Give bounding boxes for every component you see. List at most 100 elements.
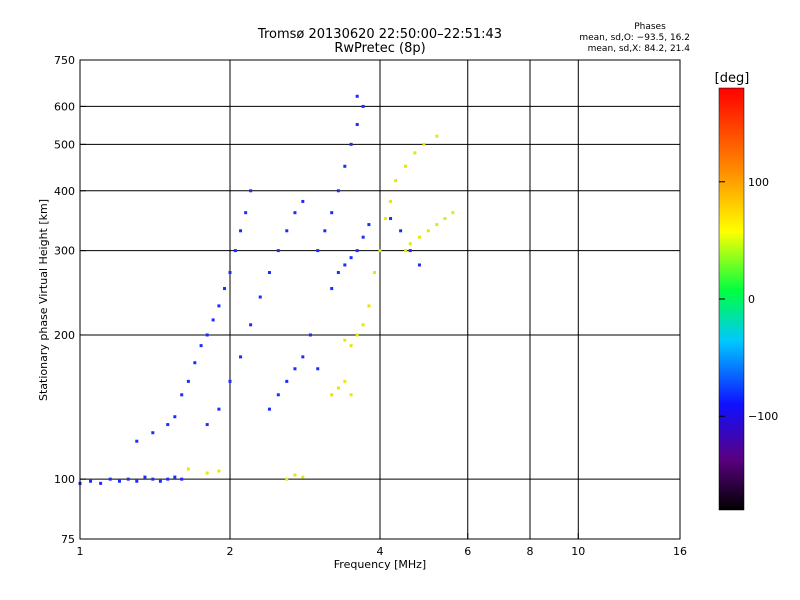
x-axis-label: Frequency [MHz]: [334, 558, 426, 571]
data-point-o: [228, 271, 232, 275]
chart-title-line1: Tromsø 20130620 22:50:00–22:51:43: [257, 27, 503, 42]
stats-title: Phases: [634, 22, 666, 32]
data-point-o: [249, 189, 253, 193]
data-point-o: [343, 164, 347, 168]
stats-line-o: mean, sd,O: −93.5, 16.2: [579, 33, 690, 43]
data-point-o: [108, 477, 112, 481]
data-point-x: [451, 211, 455, 215]
data-point-x: [367, 304, 371, 308]
data-point-x: [394, 179, 398, 183]
data-point-x: [293, 473, 297, 477]
data-point-o: [173, 415, 177, 419]
x-tick-label: 6: [464, 545, 471, 558]
data-point-x: [336, 386, 340, 390]
data-point-x: [217, 469, 221, 473]
data-point-o: [355, 249, 359, 253]
data-point-o: [408, 249, 412, 253]
data-points: [78, 94, 455, 485]
x-tick-label: 16: [673, 545, 687, 558]
data-point-x: [361, 323, 365, 327]
data-point-x: [186, 467, 190, 471]
data-point-o: [323, 229, 327, 233]
data-point-o: [211, 318, 215, 322]
data-point-o: [233, 249, 237, 253]
data-point-o: [267, 407, 271, 411]
data-point-o: [316, 367, 320, 371]
data-point-o: [301, 199, 305, 203]
data-point-o: [367, 223, 371, 227]
chart-title-line2: RwPretec (8p): [334, 41, 426, 56]
data-point-o: [180, 393, 184, 397]
data-point-o: [361, 235, 365, 239]
data-point-o: [143, 475, 147, 479]
data-point-x: [435, 134, 439, 138]
data-point-o: [89, 479, 93, 483]
data-point-o: [316, 249, 320, 253]
data-point-o: [336, 271, 340, 275]
x-axis: 1 2 4 6 8 10 16: [77, 533, 687, 558]
data-point-x: [343, 379, 347, 383]
data-point-x: [435, 223, 439, 227]
data-point-o: [117, 479, 121, 483]
y-axis-label: Stationary phase Virtual Height [km]: [37, 199, 50, 401]
data-point-o: [330, 287, 334, 291]
colorbar-tick-label: 0: [748, 293, 755, 306]
x-tick-label: 4: [377, 545, 384, 558]
data-point-o: [349, 142, 353, 146]
colorbar-tick-label: 100: [748, 176, 769, 189]
data-point-o: [205, 333, 209, 337]
data-point-o: [417, 263, 421, 267]
data-point-o: [399, 229, 403, 233]
y-tick-label: 600: [54, 100, 75, 113]
data-point-o: [355, 123, 359, 127]
data-point-o: [285, 379, 289, 383]
data-point-o: [336, 189, 340, 193]
data-point-x: [403, 164, 407, 168]
data-point-o: [166, 423, 170, 427]
data-point-o: [158, 479, 162, 483]
y-axis: 75 100 200 300 400 500 600 750: [54, 54, 86, 546]
data-point-x: [349, 393, 353, 397]
x-tick-label: 2: [227, 545, 234, 558]
data-point-o: [186, 379, 190, 383]
data-point-o: [285, 229, 289, 233]
data-point-x: [330, 393, 334, 397]
x-tick-label: 1: [77, 545, 84, 558]
data-point-o: [126, 477, 130, 481]
data-point-x: [378, 249, 382, 253]
data-point-o: [166, 477, 170, 481]
data-point-o: [293, 211, 297, 215]
data-point-x: [373, 271, 377, 275]
data-point-o: [244, 211, 248, 215]
data-point-x: [417, 235, 421, 239]
data-point-o: [349, 256, 353, 260]
data-point-o: [343, 263, 347, 267]
data-point-o: [267, 271, 271, 275]
y-tick-label: 500: [54, 138, 75, 151]
x-tick-label: 8: [527, 545, 534, 558]
data-point-o: [293, 367, 297, 371]
data-point-x: [426, 229, 430, 233]
y-tick-label: 400: [54, 185, 75, 198]
stats-line-x: mean, sd,X: 84.2, 21.4: [587, 44, 690, 54]
data-point-o: [217, 304, 221, 308]
data-point-x: [301, 475, 305, 479]
y-tick-label: 100: [54, 473, 75, 486]
data-point-x: [408, 242, 412, 246]
data-point-o: [301, 355, 305, 359]
data-point-o: [151, 431, 155, 435]
data-point-x: [389, 199, 393, 203]
colorbar-tick-label: −100: [748, 410, 778, 423]
data-point-x: [403, 249, 407, 253]
data-point-x: [355, 333, 359, 337]
data-point-o: [355, 94, 359, 98]
data-point-o: [308, 333, 312, 337]
data-point-x: [205, 471, 209, 475]
data-point-o: [239, 355, 243, 359]
data-point-x: [443, 217, 447, 221]
data-point-o: [135, 439, 139, 443]
colorbar-ticks: 100 0 −100: [719, 176, 778, 423]
data-point-o: [239, 229, 243, 233]
data-point-x: [383, 217, 387, 221]
